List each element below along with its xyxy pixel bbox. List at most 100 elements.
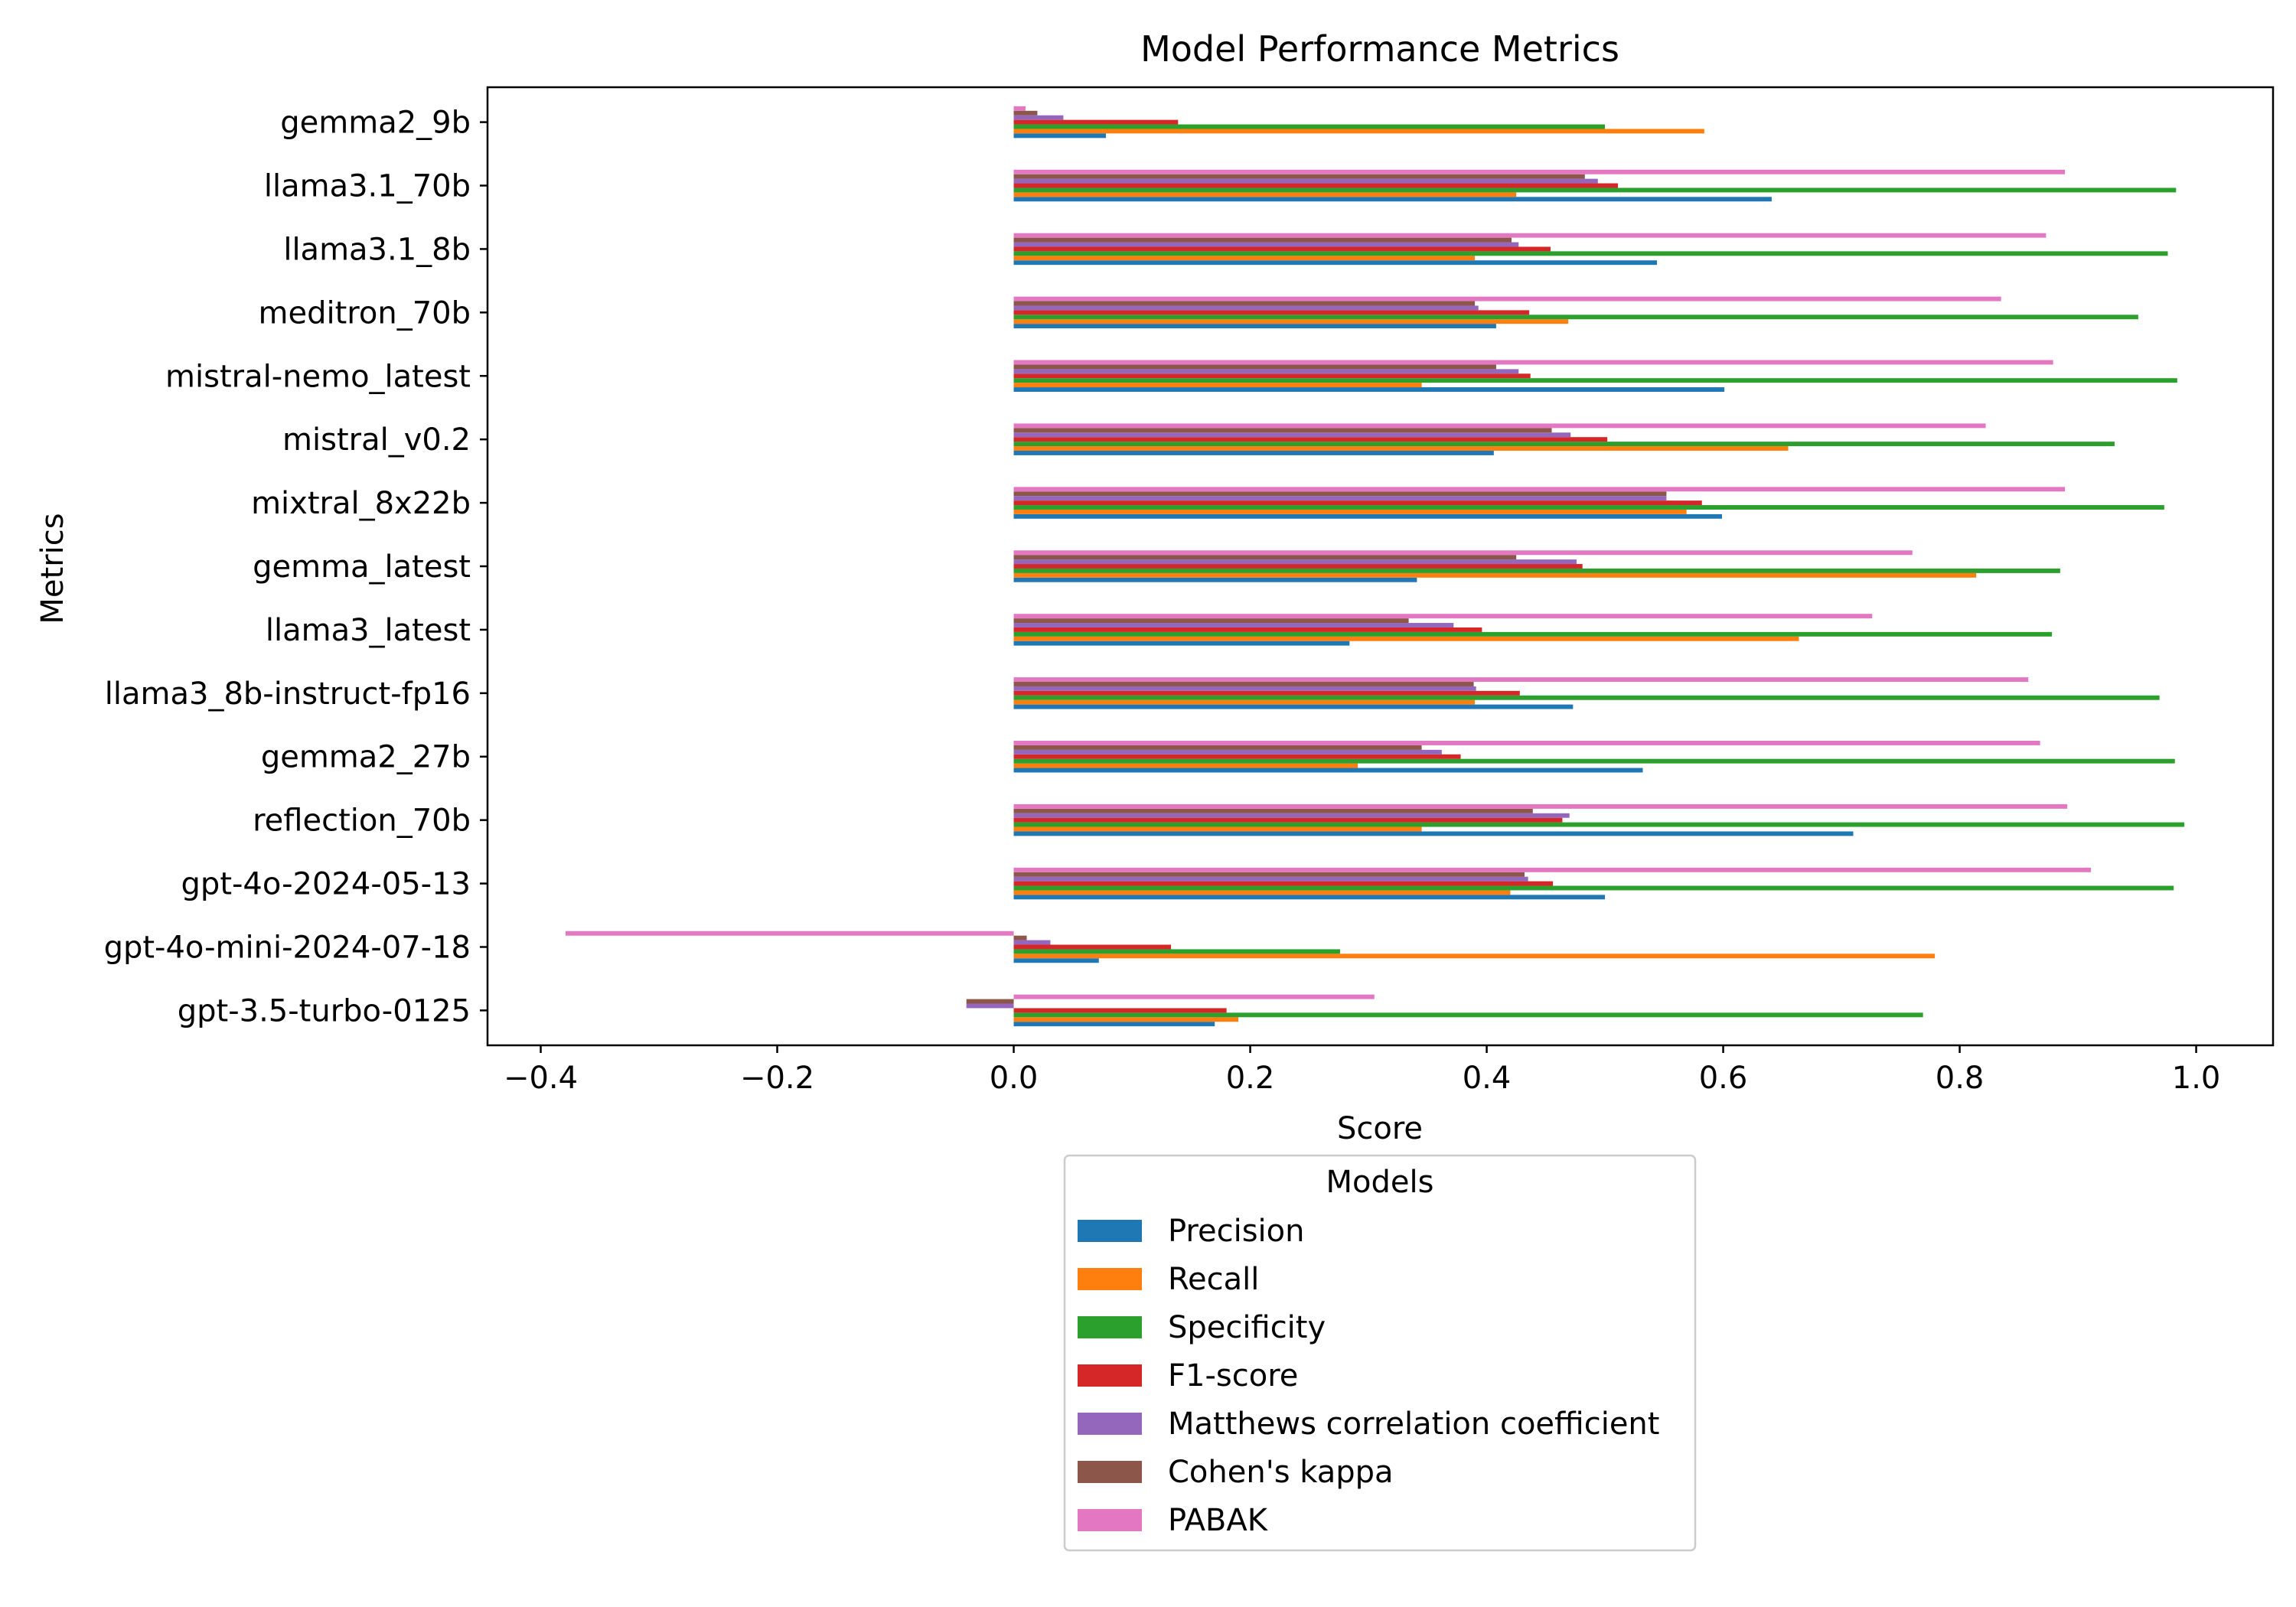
bar: [1013, 826, 1422, 832]
bar: [1013, 423, 1986, 429]
y-tick-label: gpt-3.5-turbo-0125: [178, 993, 471, 1028]
bar: [1013, 446, 1789, 451]
legend-swatch: [1078, 1268, 1142, 1290]
bar: [1013, 953, 1936, 959]
legend-swatch: [1078, 1364, 1142, 1387]
bar: [1013, 237, 1512, 243]
bar: [1013, 119, 1179, 125]
bar: [1013, 315, 2138, 320]
bar: [1013, 813, 1570, 818]
bar: [1013, 310, 1530, 315]
bar: [1013, 758, 2175, 764]
bar: [1013, 251, 2168, 256]
bar: [1013, 564, 1583, 569]
legend-label: Cohen's kappa: [1168, 1455, 1394, 1490]
bar: [1013, 994, 1375, 999]
y-tick-label: gpt-4o-mini-2024-07-18: [104, 930, 471, 965]
bar: [1013, 500, 1702, 506]
bar: [966, 1003, 1014, 1009]
x-tick-label: 1.0: [2172, 1061, 2221, 1096]
bar: [1013, 763, 1358, 768]
y-tick-label: llama3_latest: [266, 613, 471, 648]
bar: [1013, 686, 1476, 691]
bars: [565, 106, 2185, 1027]
bar: [1013, 383, 1422, 388]
bar: [1013, 817, 1563, 823]
bar: [1013, 568, 2060, 573]
bar: [1013, 623, 1454, 627]
bar: [1013, 496, 1667, 501]
bar: [1013, 935, 1027, 940]
bar: [1013, 695, 2160, 700]
chart-title: Model Performance Metrics: [1140, 28, 1619, 70]
bar: [1013, 373, 1531, 379]
legend-label: Matthews correlation coefficient: [1168, 1407, 1659, 1442]
legend-label: F1-score: [1168, 1358, 1298, 1393]
bar: [1013, 559, 1577, 565]
bar: [1013, 106, 1026, 111]
bar: [1013, 369, 1519, 374]
bar: [1013, 890, 1511, 895]
x-tick-label: 0.0: [990, 1061, 1039, 1096]
legend-swatch: [1078, 1413, 1142, 1435]
bar: [1013, 876, 1528, 882]
bar: [1013, 831, 1854, 836]
bar: [1013, 246, 1551, 252]
x-tick-label: −0.4: [504, 1061, 578, 1096]
bar: [1013, 631, 2053, 637]
bar: [1013, 1012, 1923, 1018]
bar: [1013, 301, 1476, 306]
x-axis: −0.4 −0.2 0.0 0.2 0.4 0.6 0.8 1.0: [504, 1045, 2220, 1096]
bar: [1013, 614, 1873, 619]
bar: [1013, 768, 1643, 773]
bar: [1013, 754, 1461, 759]
x-tick-label: 0.2: [1226, 1061, 1275, 1096]
legend-title: Models: [1326, 1165, 1434, 1200]
bar: [1013, 110, 1038, 116]
bar: [1013, 867, 2092, 872]
bar: [1013, 699, 1476, 705]
bar: [1013, 940, 1051, 945]
bar: [1013, 487, 2066, 492]
y-tick-label: mistral-nemo_latest: [165, 359, 471, 394]
y-tick-label: llama3.1_70b: [264, 169, 471, 204]
bar: [1013, 450, 1494, 455]
bar: [1013, 233, 2047, 238]
bar: [1013, 804, 2068, 809]
legend: Models Precision Recall Specificity F1-scor…: [1063, 1154, 1697, 1552]
bar: [1013, 305, 1479, 311]
legend-label: Precision: [1168, 1214, 1304, 1249]
bar: [1013, 577, 1417, 582]
y-axis: gemma2_9b llama3.1_70b llama3.1_8b meditron…: [104, 106, 488, 1028]
bar: [1013, 872, 1525, 877]
bar: [1013, 636, 1799, 641]
bar: [1013, 129, 1704, 134]
bar: [966, 999, 1014, 1004]
bar: [1013, 319, 1569, 324]
legend-swatch: [1078, 1316, 1142, 1338]
legend-items: Precision Recall Specificity F1-score Matthe…: [1078, 1214, 1659, 1538]
bar: [1013, 192, 1517, 197]
bar: [1013, 242, 1519, 247]
bar: [1013, 387, 1725, 392]
legend-label: Specificity: [1168, 1310, 1326, 1345]
y-tick-label: gemma2_9b: [280, 106, 471, 141]
bar: [1013, 550, 1913, 556]
bar: [1013, 745, 1422, 750]
x-axis-label: Score: [1337, 1111, 1423, 1146]
bar: [1013, 690, 1520, 696]
bar: [1013, 944, 1172, 950]
bar: [1013, 555, 1517, 560]
bar: [1013, 682, 1474, 686]
y-tick-label: gemma_latest: [253, 549, 471, 585]
bar: [1013, 174, 1585, 179]
bar: [1013, 885, 2174, 891]
bar: [1013, 949, 1340, 954]
bar: [1013, 881, 1554, 886]
bar: [1013, 437, 1608, 442]
legend-label: PABAK: [1168, 1503, 1269, 1538]
legend-swatch: [1078, 1509, 1142, 1531]
bar: [1013, 432, 1571, 438]
bar: [1013, 627, 1482, 632]
